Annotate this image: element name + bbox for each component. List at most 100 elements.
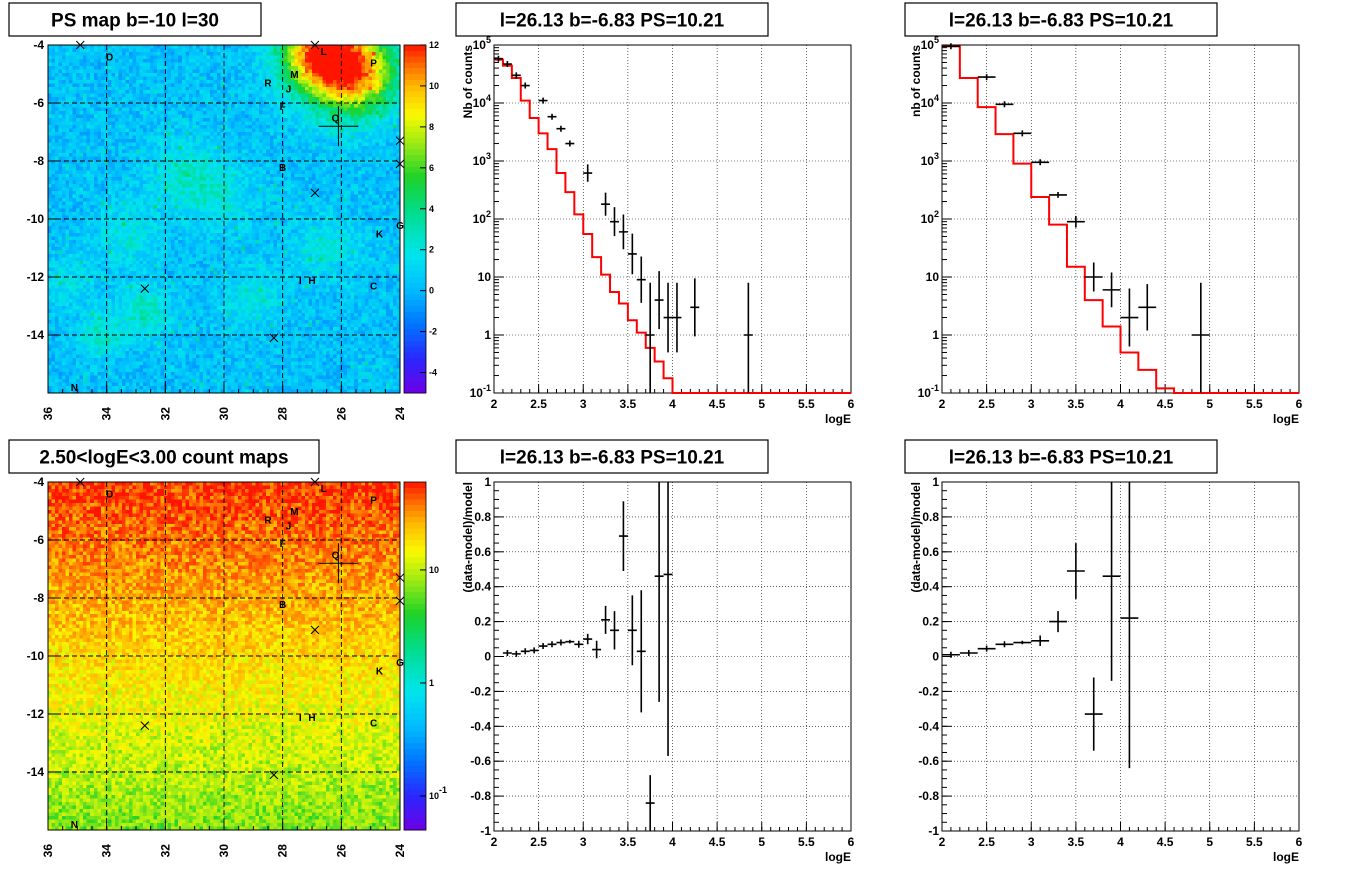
heatmap-cell [273,62,277,66]
heatmap-cell [326,87,330,91]
heatmap-cell [203,94,207,98]
heatmap-cell [361,48,365,52]
heatmap-cell [90,52,94,56]
heatmap-cell [228,59,232,63]
heatmap-cell [122,76,126,80]
heatmap-cell [196,73,200,77]
heatmap-cell [189,73,193,77]
heatmap-cell [270,52,274,56]
heatmap-cell [337,59,341,63]
heatmap-cell [101,87,105,91]
heatmap-cell [132,52,136,56]
heatmap-cell [147,80,151,84]
heatmap-cell [80,73,84,77]
heatmap-cell [97,66,101,70]
heatmap-cell [87,59,91,63]
heatmap-cell [330,94,334,98]
heatmap-cell [217,87,221,91]
heatmap-cell [235,97,239,101]
heatmap-cell [354,45,358,49]
heatmap-cell [171,80,175,84]
heatmap-cell [358,45,362,49]
heatmap-cell [59,90,63,94]
heatmap-cell [245,59,249,63]
heatmap-cell [305,76,309,80]
heatmap-cell [379,80,383,84]
heatmap-cell [305,69,309,73]
heatmap-cell [326,94,330,98]
heatmap-cell [312,52,316,56]
heatmap-cell [340,94,344,98]
heatmap-cell [147,52,151,56]
heatmap-cell [340,48,344,52]
heatmap-cell [118,80,122,84]
heatmap-cell [76,73,80,77]
heatmap-cell [231,83,235,87]
heatmap-cell [161,62,165,66]
heatmap-cell [298,83,302,87]
heatmap-cell [66,73,70,77]
heatmap-cell [270,94,274,98]
heatmap-cell [66,62,70,66]
heatmap-cell [182,52,186,56]
heatmap-cell [168,59,172,63]
heatmap-cell [231,69,235,73]
heatmap-cell [379,90,383,94]
heatmap-cell [217,97,221,101]
heatmap-cell [206,104,210,108]
heatmap-cell [344,83,348,87]
heatmap-cell [143,104,147,108]
heatmap-cell [393,59,397,63]
heatmap-cell [132,55,136,59]
heatmap-cell [122,80,126,84]
heatmap-cell [189,87,193,91]
heatmap-cell [168,94,172,98]
heatmap-cell [284,55,288,59]
heatmap-cell [154,48,158,52]
heatmap-cell [301,83,305,87]
heatmap-cell [185,59,189,63]
heatmap-cell [323,104,327,108]
heatmap-cell [351,66,355,70]
heatmap-cell [389,45,393,49]
heatmap-cell [66,55,70,59]
heatmap-cell [252,90,256,94]
heatmap-cell [136,45,140,49]
heatmap-cell [115,76,119,80]
heatmap-cell [294,87,298,91]
heatmap-cell [326,80,330,84]
heatmap-cell [386,80,390,84]
heatmap-cell [242,66,246,70]
heatmap-cell [94,62,98,66]
heatmap-cell [340,83,344,87]
heatmap-cell [73,48,77,52]
heatmap-cell [333,94,337,98]
heatmap-cell [143,66,147,70]
heatmap-cell [361,62,365,66]
heatmap-cell [175,59,179,63]
heatmap-cell [210,66,214,70]
heatmap-cell [83,66,87,70]
heatmap-cell [308,73,312,77]
heatmap-cell [224,90,228,94]
heatmap-cell [199,48,203,52]
heatmap-cell [62,83,66,87]
heatmap-cell [157,52,161,56]
heatmap-cell [94,55,98,59]
heatmap-cell [316,59,320,63]
heatmap-cell [154,69,158,73]
heatmap-cell [150,55,154,59]
heatmap-cell [361,52,365,56]
heatmap-cell [80,55,84,59]
heatmap-cell [192,104,196,108]
heatmap-cell [147,55,151,59]
heatmap-cell [59,80,63,84]
heatmap-cell [203,45,207,49]
heatmap-cell [80,87,84,91]
heatmap-cell [351,90,355,94]
heatmap-cell [168,62,172,66]
heatmap-cell [340,97,344,101]
heatmap-cell [238,62,242,66]
heatmap-cell [48,94,52,98]
heatmap-cell [164,76,168,80]
